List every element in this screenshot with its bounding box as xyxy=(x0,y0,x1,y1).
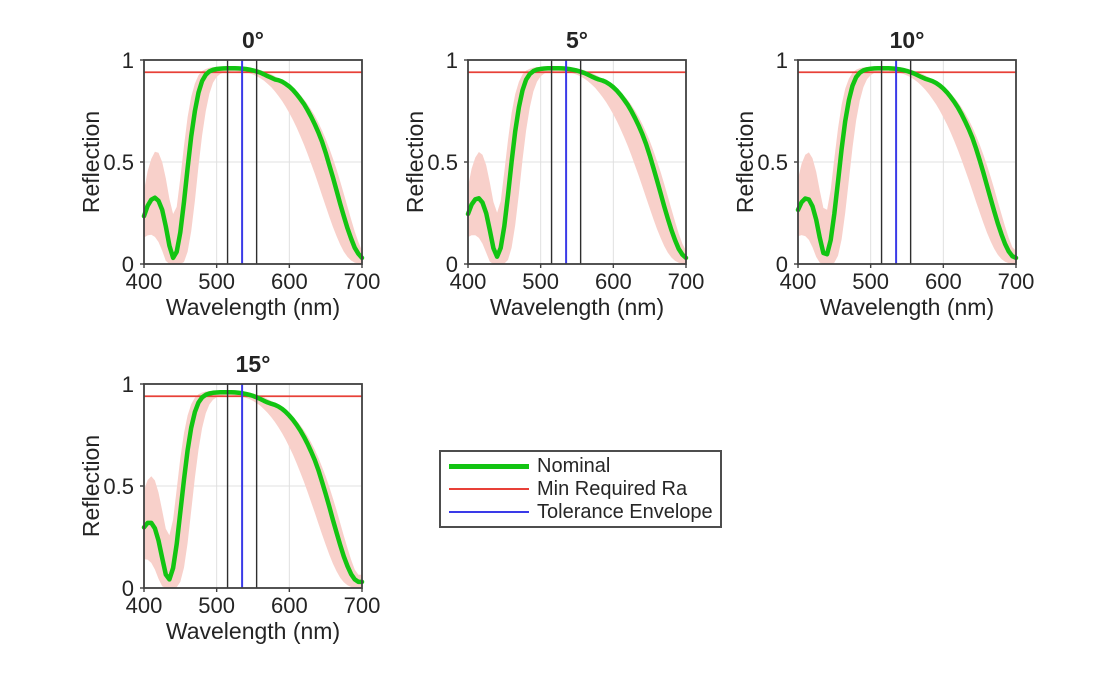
y-tick-label: 1 xyxy=(122,48,134,73)
x-tick-label: 500 xyxy=(198,593,235,618)
legend-swatch-min-required-ra xyxy=(449,487,529,490)
x-axis-label: Wavelength (nm) xyxy=(166,294,340,320)
nominal-curve xyxy=(465,65,689,261)
x-tick-label: 400 xyxy=(450,269,487,294)
subplot-title: 15° xyxy=(236,351,271,377)
y-axis-label: Reflection xyxy=(732,111,758,213)
y-tick-label: 0 xyxy=(122,252,134,277)
y-tick-label: 0 xyxy=(446,252,458,277)
tolerance-envelope-band xyxy=(144,66,362,264)
nominal-curve xyxy=(141,65,365,261)
subplot-title: 5° xyxy=(566,27,588,53)
x-tick-label: 400 xyxy=(126,269,163,294)
x-tick-label: 400 xyxy=(780,269,817,294)
nominal-curve xyxy=(141,389,365,585)
x-tick-label: 400 xyxy=(126,593,163,618)
x-tick-label: 700 xyxy=(344,593,381,618)
subplot-title: 10° xyxy=(890,27,925,53)
subplot-0deg: 400 500 600 700 0 0.5 1 0° Wavelength (nm) Reflec… xyxy=(78,27,380,320)
x-tick-label: 700 xyxy=(998,269,1035,294)
y-tick-label: 0 xyxy=(122,576,134,601)
subplot-10deg: 400 500 600 700 0 0.5 1 10° Wavelength (nm) Refle… xyxy=(732,27,1034,320)
y-tick-label: 0.5 xyxy=(757,150,788,175)
y-axis-label: Reflection xyxy=(78,435,104,537)
legend-label: Min Required Ra xyxy=(537,477,688,500)
x-tick-label: 600 xyxy=(925,269,962,294)
x-tick-label: 500 xyxy=(852,269,889,294)
y-tick-label: 1 xyxy=(776,48,788,73)
legend-item-nominal: Nominal xyxy=(449,455,712,477)
x-tick-label: 700 xyxy=(344,269,381,294)
x-axis-label: Wavelength (nm) xyxy=(820,294,994,320)
x-tick-label: 600 xyxy=(271,593,308,618)
x-tick-label: 500 xyxy=(522,269,559,294)
legend: Nominal Min Required Ra Tolerance Envelo… xyxy=(439,450,722,528)
y-axis-label: Reflection xyxy=(402,111,428,213)
subplot-5deg: 400 500 600 700 0 0.5 1 5° Wavelength (nm) Reflec… xyxy=(402,27,704,320)
x-tick-label: 700 xyxy=(668,269,705,294)
y-tick-label: 0.5 xyxy=(103,474,134,499)
nominal-curve xyxy=(795,65,1019,261)
subplot-title: 0° xyxy=(242,27,264,53)
legend-swatch-tolerance-envelope xyxy=(449,510,529,513)
y-axis-label: Reflection xyxy=(78,111,104,213)
legend-item-tolerance-envelope: Tolerance Envelope xyxy=(449,500,713,523)
y-tick-label: 1 xyxy=(122,372,134,397)
x-tick-label: 600 xyxy=(595,269,632,294)
legend-label: Nominal xyxy=(537,455,611,478)
legend-swatch-nominal xyxy=(449,463,529,469)
subplot-15deg: 400 500 600 700 0 0.5 1 15° Wavelength (nm) Refle… xyxy=(78,351,380,644)
legend-item-min-required-ra: Min Required Ra xyxy=(449,478,712,500)
x-tick-label: 500 xyxy=(198,269,235,294)
x-axis-label: Wavelength (nm) xyxy=(166,618,340,644)
x-tick-label: 600 xyxy=(271,269,308,294)
x-axis-label: Wavelength (nm) xyxy=(490,294,664,320)
y-tick-label: 0.5 xyxy=(103,150,134,175)
y-tick-label: 0 xyxy=(776,252,788,277)
y-tick-label: 1 xyxy=(446,48,458,73)
legend-label: Tolerance Envelope xyxy=(537,500,713,523)
y-tick-label: 0.5 xyxy=(427,150,458,175)
